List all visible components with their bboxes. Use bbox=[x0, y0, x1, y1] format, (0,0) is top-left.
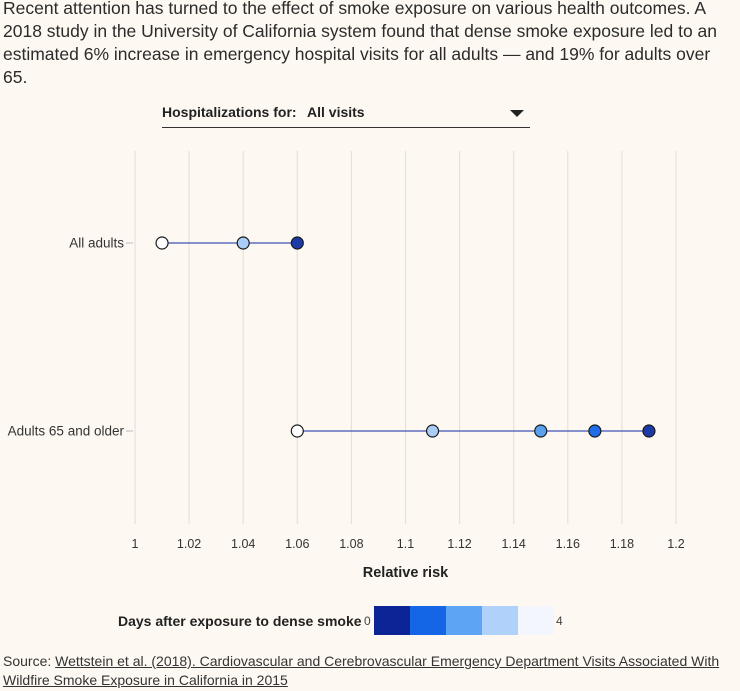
data-point bbox=[155, 236, 169, 250]
x-tick-label: 1.04 bbox=[231, 537, 255, 551]
intro-paragraph: Recent attention has turned to the effec… bbox=[3, 0, 718, 87]
data-point bbox=[425, 424, 440, 438]
legend-max-label: 4 bbox=[556, 614, 563, 628]
data-point bbox=[642, 424, 656, 438]
legend-swatch bbox=[446, 606, 482, 635]
data-point bbox=[290, 236, 304, 250]
category-label: Adults 65 and older bbox=[8, 424, 125, 439]
x-tick-label: 1.06 bbox=[285, 537, 309, 551]
relative-risk-chart: 1 1.02 1.04 1.06 1.08 1.1 1.12 1.14 1.16 1.18 1.2 R… bbox=[8, 151, 685, 581]
legend-swatch bbox=[374, 606, 410, 635]
hospitalizations-selector[interactable]: Hospitalizations for: All visits bbox=[162, 102, 530, 128]
source-prefix: Source: bbox=[3, 653, 56, 669]
x-tick-label: 1.1 bbox=[397, 537, 414, 551]
chevron-down-icon[interactable] bbox=[510, 110, 524, 117]
x-tick-label: 1.08 bbox=[339, 537, 363, 551]
data-point bbox=[290, 424, 304, 438]
source-citation: Source: Wettstein et al. (2018). Cardiov… bbox=[3, 652, 733, 690]
x-tick-label: 1.02 bbox=[177, 537, 201, 551]
legend-swatch bbox=[518, 606, 554, 635]
data-point bbox=[236, 236, 250, 250]
legend-min-label: 0 bbox=[364, 614, 371, 628]
legend-swatch bbox=[410, 606, 446, 635]
data-point bbox=[588, 424, 602, 438]
legend-color-scale bbox=[374, 606, 554, 635]
selector-value[interactable]: All visits bbox=[307, 104, 365, 120]
x-tick-label: 1.12 bbox=[447, 537, 471, 551]
selector-label: Hospitalizations for: bbox=[162, 104, 297, 120]
data-point bbox=[534, 424, 548, 438]
category-label: All adults bbox=[69, 236, 124, 251]
legend-title: Days after exposure to dense smoke bbox=[118, 613, 362, 629]
x-tick-label: 1.14 bbox=[502, 537, 526, 551]
legend-swatch bbox=[482, 606, 518, 635]
x-axis-label: Relative risk bbox=[363, 565, 449, 581]
x-tick-label: 1.18 bbox=[610, 537, 634, 551]
x-tick-label: 1.2 bbox=[667, 537, 684, 551]
source-link[interactable]: Wettstein et al. (2018). Cardiovascular … bbox=[3, 653, 720, 688]
x-tick-label: 1 bbox=[132, 537, 139, 551]
x-tick-label: 1.16 bbox=[556, 537, 580, 551]
